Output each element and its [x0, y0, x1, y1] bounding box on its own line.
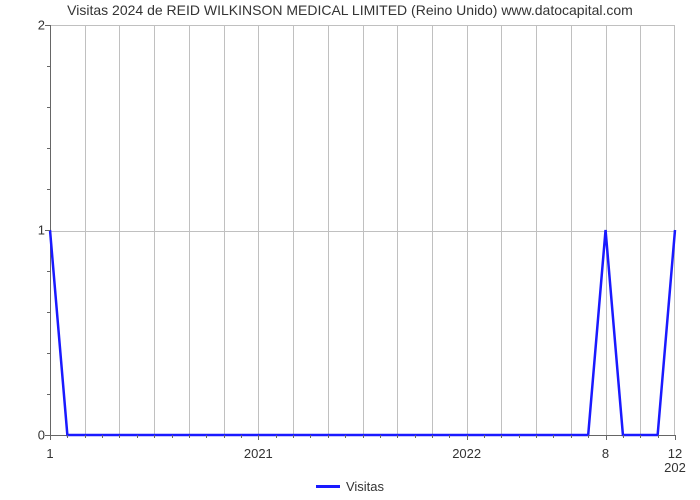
x-minor-tick [189, 435, 190, 438]
x-tick-mark [467, 435, 468, 440]
x-minor-tick [536, 435, 537, 438]
x-tick-mark [675, 435, 676, 440]
x-tick-label: 2022 [452, 446, 481, 461]
x-minor-tick [276, 435, 277, 438]
y-tick-mark [45, 25, 50, 26]
chart-title: Visitas 2024 de REID WILKINSON MEDICAL L… [0, 2, 700, 18]
legend-label: Visitas [346, 479, 384, 494]
series-line [50, 230, 675, 435]
x-minor-tick [102, 435, 103, 438]
x-minor-tick [571, 435, 572, 438]
x-minor-tick [658, 435, 659, 438]
y-minor-tick [47, 107, 50, 108]
x-minor-tick [85, 435, 86, 438]
x-minor-tick [67, 435, 68, 438]
x-minor-tick [623, 435, 624, 438]
x-minor-tick [310, 435, 311, 438]
x-minor-tick [519, 435, 520, 438]
x-minor-tick [119, 435, 120, 438]
legend: Visitas [0, 478, 700, 494]
x-tick-mark [606, 435, 607, 440]
x-minor-tick [380, 435, 381, 438]
y-minor-tick [47, 148, 50, 149]
x-tick-label-secondary: 202 [664, 460, 686, 475]
y-tick-label: 2 [5, 18, 45, 33]
x-tick-label: 8 [602, 446, 609, 461]
y-tick-mark [45, 230, 50, 231]
x-minor-tick [206, 435, 207, 438]
y-minor-tick [47, 394, 50, 395]
x-minor-tick [154, 435, 155, 438]
line-chart-svg [50, 25, 675, 435]
y-minor-tick [47, 66, 50, 67]
y-tick-label: 1 [5, 223, 45, 238]
x-minor-tick [293, 435, 294, 438]
x-minor-tick [328, 435, 329, 438]
x-minor-tick [501, 435, 502, 438]
x-minor-tick [397, 435, 398, 438]
x-minor-tick [137, 435, 138, 438]
x-minor-tick [224, 435, 225, 438]
y-minor-tick [47, 312, 50, 313]
y-minor-tick [47, 271, 50, 272]
x-minor-tick [432, 435, 433, 438]
x-tick-label: 1 [46, 446, 53, 461]
x-tick-mark [50, 435, 51, 440]
x-minor-tick [553, 435, 554, 438]
x-minor-tick [640, 435, 641, 438]
x-minor-tick [363, 435, 364, 438]
x-minor-tick [588, 435, 589, 438]
x-minor-tick [484, 435, 485, 438]
y-tick-label: 0 [5, 428, 45, 443]
x-tick-label: 2021 [244, 446, 273, 461]
x-minor-tick [241, 435, 242, 438]
x-minor-tick [345, 435, 346, 438]
legend-swatch [316, 485, 340, 488]
y-minor-tick [47, 353, 50, 354]
x-minor-tick [449, 435, 450, 438]
x-minor-tick [415, 435, 416, 438]
x-tick-label: 12 [668, 446, 682, 461]
x-minor-tick [172, 435, 173, 438]
x-tick-mark [258, 435, 259, 440]
chart-container: Visitas 2024 de REID WILKINSON MEDICAL L… [0, 0, 700, 500]
y-minor-tick [47, 189, 50, 190]
